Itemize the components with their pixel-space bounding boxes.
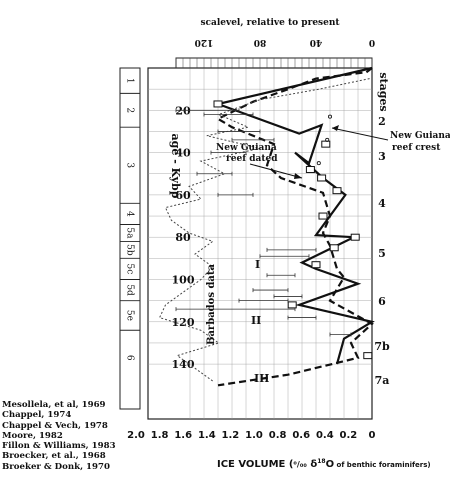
stage-label-5a: 5a [125,227,135,239]
label-ng-dated-2: reef dated [226,154,278,164]
stage-right-2: 2 [378,115,386,128]
reference-item: Moore, 1982 [2,430,63,441]
data-box [311,261,321,269]
age-tick-20: 20 [175,104,191,117]
data-box [305,166,315,174]
bottom-tick-1.6: 1.6 [174,430,192,441]
bottom-tick-0: 0 [369,430,376,441]
label-ng-dated: New Guiana [216,143,277,153]
data-box [363,352,373,360]
bottom-tick-2.0: 2.0 [127,430,145,441]
stage-label-5c: 5c [125,264,135,275]
label-I: I [255,258,260,271]
stage-right-7a: 7a [375,374,390,387]
age-tick-100: 100 [172,274,195,287]
bottom-tick-0.6: 0.6 [292,430,310,441]
chart-grid [147,57,373,420]
arrow-ng-crest-head [332,125,339,131]
reference-item: Mesollela, et al, 1969 [2,400,106,410]
bottom-tick-1.2: 1.2 [222,430,240,441]
data-point [327,114,332,119]
top-tick-0: 0 [369,37,375,47]
stage-right-4: 4 [378,197,386,210]
label-II: II [251,314,261,327]
data-box [317,174,327,182]
age-tick-40: 40 [175,147,191,160]
stage-label-2: 2 [125,107,135,113]
bottom-tick-0.2: 0.2 [340,430,358,441]
label-ng-crest-2: reef crest [392,143,441,153]
age-tick-60: 60 [175,189,191,202]
stage-label-6: 6 [125,355,135,361]
stage-right-5: 5 [378,247,386,260]
age-tick-140: 140 [172,358,195,371]
series-dashed [215,67,374,387]
top-tick-80: 80 [254,37,267,47]
reference-item: Broecker, et al., 1968 [2,451,106,462]
stage-label-5e: 5e [125,310,135,321]
bottom-tick-1.0: 1.0 [245,430,263,441]
reference-item: Chappel, 1974 [2,410,72,421]
stage-label-4: 4 [125,211,135,217]
reference-item: Chappel & Vech, 1978 [2,420,108,431]
series-solid [214,66,375,365]
bottom-axis-label: ICE VOLUME (⁰/₀₀ δ18O of benthic foramin… [217,458,431,470]
bottom-tick-1.4: 1.4 [198,430,216,441]
bottom-axis: 2.0 1.8 1.6 1.4 1.2 1.0 0.8 0.6 0.4 0.2 0 ICE VOLUM… [127,430,430,470]
label-III: III [254,372,269,385]
age-axis: 20 40 60 80 100 120 140 age - Kybp stages 2 3 4 5 6 7b… [169,72,390,387]
data-box [318,212,328,220]
stages-label: stages [377,72,390,111]
series-group [158,66,375,387]
data-box [329,244,339,252]
stage-label-1: 1 [125,78,135,84]
data-box [350,233,360,241]
data-box [321,140,331,148]
top-tick-120: 120 [195,37,214,47]
stage-label-5d: 5d [125,284,135,296]
age-axis-label: age - Kybp [169,134,182,199]
top-axis: scalevel, relative to present 120 80 40 0 [195,18,376,47]
label-ng-crest: New Guiana [390,131,450,141]
age-tick-120: 120 [172,316,195,329]
arrow-ng-dated [249,163,303,179]
series-dotted [158,78,370,382]
age-tick-80: 80 [175,231,191,244]
data-point [316,161,321,166]
data-marks [175,100,373,360]
bottom-tick-0.8: 0.8 [269,430,287,441]
stage-column: 1 2 3 4 5a 5b 5c 5d 5e 6 [119,67,141,410]
top-axis-label: scalevel, relative to present [200,18,340,28]
bottom-tick-0.4: 0.4 [316,430,334,441]
stage-right-6: 6 [378,295,386,308]
data-point [325,137,330,142]
top-tick-40: 40 [310,37,323,47]
bottom-tick-1.8: 1.8 [151,430,169,441]
reference-item: Fillon & Williams, 1983 [2,441,116,452]
stage-right-3: 3 [378,150,386,163]
arrow-ng-crest [331,127,389,141]
references-list: Mesollela, et al, 1969 Chappel, 1974 Chapp… [2,400,116,472]
stage-label-3: 3 [125,162,135,168]
label-barbados: Barbados data [206,263,217,345]
data-box [287,301,297,309]
arrow-ng-dated-head [294,173,302,179]
data-box [213,100,223,108]
stage-right-7b: 7b [374,340,390,353]
data-box [332,187,342,195]
stage-label-5b: 5b [125,244,135,256]
reference-item: Broeker & Donk, 1970 [2,461,110,472]
